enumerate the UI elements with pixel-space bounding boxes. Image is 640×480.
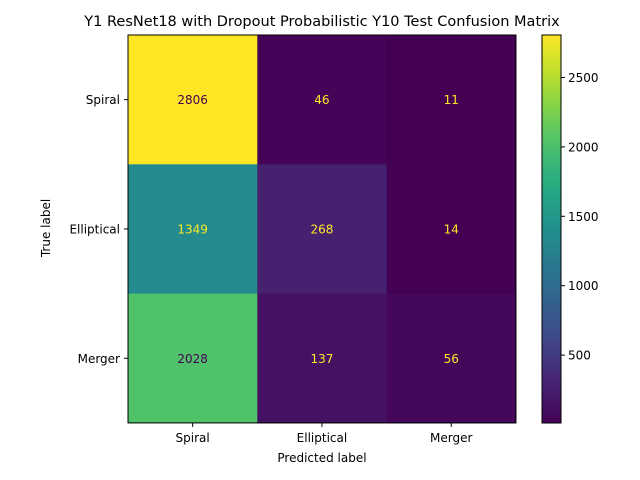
matrix-cells xyxy=(128,35,517,424)
cell-value-label: 2028 xyxy=(177,352,208,366)
matrix-cell xyxy=(386,35,517,165)
matrix-cell xyxy=(128,35,258,165)
colorbar-tick-label: 2000 xyxy=(568,140,599,154)
matrix-cell xyxy=(257,35,388,165)
cell-value-label: 46 xyxy=(314,93,329,107)
y-tick-label: Elliptical xyxy=(69,222,120,236)
matrix-cell xyxy=(257,164,388,295)
colorbar-gradient xyxy=(542,35,561,423)
matrix-cell xyxy=(128,293,258,424)
matrix-cell xyxy=(128,164,258,295)
cell-value-label: 11 xyxy=(444,93,459,107)
cell-value-label: 268 xyxy=(310,222,333,236)
cell-value-label: 56 xyxy=(444,352,459,366)
matrix-cell xyxy=(386,293,517,424)
cell-value-label: 1349 xyxy=(177,222,208,236)
colorbar-tick-label: 500 xyxy=(568,349,591,363)
colorbar-tick-label: 1500 xyxy=(568,210,599,224)
colorbar-tick-label: 1000 xyxy=(568,279,599,293)
y-tick-label: Spiral xyxy=(86,93,120,107)
x-axis-ticks: Spiral Elliptical Merger xyxy=(176,422,473,445)
matrix-cell-labels: 2806 46 11 1349 268 14 2028 137 56 xyxy=(177,93,459,366)
x-tick-label: Spiral xyxy=(176,431,210,445)
colorbar-tick-label: 2500 xyxy=(568,71,599,85)
colorbar: 500 1000 1500 2000 2500 xyxy=(541,34,599,424)
cell-value-label: 14 xyxy=(444,222,459,236)
x-axis-label: Predicted label xyxy=(277,451,366,465)
y-axis-label: True label xyxy=(39,199,53,258)
matrix-cell xyxy=(386,164,517,295)
x-tick-label: Elliptical xyxy=(297,431,348,445)
matrix-cell xyxy=(257,293,388,424)
y-axis-ticks: Spiral Elliptical Merger xyxy=(69,93,128,366)
chart-title: Y1 ResNet18 with Dropout Probabilistic Y… xyxy=(83,14,560,30)
cell-value-label: 2806 xyxy=(177,93,208,107)
colorbar-frame xyxy=(541,34,562,424)
cell-value-label: 137 xyxy=(310,352,333,366)
x-tick-label: Merger xyxy=(430,431,472,445)
y-tick-label: Merger xyxy=(78,352,120,366)
